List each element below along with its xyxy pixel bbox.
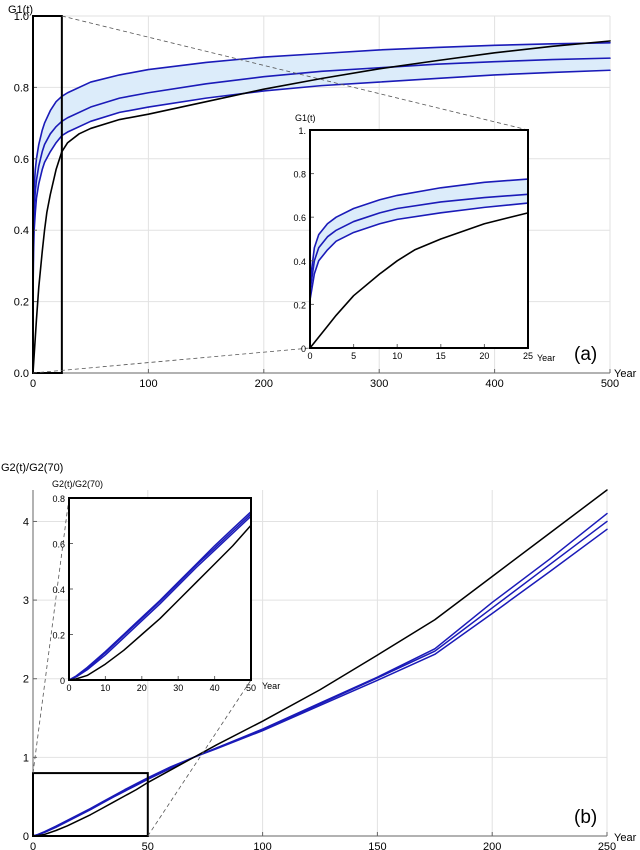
- panel-a-x-tick-label: 300: [370, 378, 388, 390]
- panel-b-x-tick-label: 0: [30, 841, 36, 850]
- panel-a-x-tick-label: 100: [139, 378, 157, 390]
- panel-a-y-tick-label: 1.0: [14, 11, 29, 23]
- panel-a-inset-x-tick-label: 25: [523, 351, 533, 361]
- panel-a-band-fill: [33, 42, 610, 295]
- panel-a-x-tick-label: 400: [485, 378, 503, 390]
- panel-a-inset-x-tick-label: 0: [307, 351, 312, 361]
- panel-b-inset-line-lower: [68, 515, 252, 681]
- panel-a-inset-y-tick-label: 0.6: [293, 213, 306, 223]
- panel-a-inset-confidence-band: [310, 179, 528, 301]
- panel-a-inset-x-tick-label: 10: [392, 351, 402, 361]
- panel-a-label: (a): [574, 344, 597, 365]
- panel-b-inset-y-tick-label: 0.8: [52, 494, 65, 504]
- panel-b-inset-x-tick-label: 40: [210, 683, 220, 693]
- panel-a-inset-y-tick-label: 0: [301, 344, 306, 354]
- panel-b-zoom-connector: [32, 497, 70, 774]
- panel-b-inset-series: [68, 510, 252, 681]
- panel-b-y-axis-title: G2(t)/G2(70): [1, 462, 63, 474]
- panel-b-x-tick-label: 200: [483, 841, 501, 850]
- panel-b-inset-y-axis-title: G2(t)/G2(70): [52, 479, 103, 489]
- panel-a-inset-line-middle: [309, 193, 529, 293]
- panel-b-x-tick-label: 100: [253, 841, 271, 850]
- panel-a-x-tick-label: 0: [30, 378, 36, 390]
- panel-a-zoom-connector: [32, 347, 311, 374]
- panel-a-y-tick-label: 0.4: [14, 225, 29, 237]
- panel-b-x-tick-label: 50: [142, 841, 154, 850]
- panel-a-x-axis-title: Year: [614, 368, 637, 380]
- panel-b-x-tick-label: 250: [598, 841, 616, 850]
- panel-a-inset-y-tick-label: 1.: [298, 126, 306, 136]
- panel-b-inset-y-tick-label: 0.6: [52, 540, 65, 550]
- panel-b-x-axis-title: Year: [614, 832, 637, 844]
- panel-a-series: [32, 40, 611, 374]
- panel-b-inset-x-tick-label: 30: [173, 683, 183, 693]
- panel-b-inset-frame: [68, 497, 252, 681]
- panel-b-line-black: [32, 489, 608, 837]
- panel-b-inset-x-tick-label: 10: [100, 683, 110, 693]
- panel-b-zoom-connector: [147, 679, 252, 837]
- panel-a-y-tick-label: 0.0: [14, 368, 29, 380]
- panel-a-inset-x-axis-title: Year: [537, 353, 555, 363]
- panel-a-zoom-box: [32, 15, 529, 374]
- panel-b-y-tick-label: 1: [23, 752, 29, 764]
- panel-b-zoom-rectangle: [32, 772, 149, 837]
- panel-a-confidence-band: [33, 42, 610, 295]
- panel-a-inset-band-fill: [310, 179, 528, 301]
- panel-b-series: [32, 489, 608, 837]
- panel-a-inset-series: [309, 178, 529, 349]
- panel-a-zoom-connector: [61, 15, 529, 131]
- panel-b-line-lower: [32, 528, 608, 837]
- panel-b-inset-x-tick-label: 0: [66, 683, 71, 693]
- panel-b-inset: 0 10 20 30 40 50 0 0.2 0.4 0.6 0.8 G2(t)/G2(70) Ye…: [52, 479, 280, 693]
- panel-a-inset: 0 5 10 15 20 25 0 0.2 0.4 0.6 0.8 1. G1(t) Year: [293, 113, 555, 363]
- panel-b-y-tick-label: 0: [23, 831, 29, 843]
- panel-b-x-tick-label: 150: [368, 841, 386, 850]
- panel-b-inset-y-tick-label: 0.4: [52, 585, 65, 595]
- panel-a-inset-y-axis-title: G1(t): [295, 113, 316, 123]
- panel-a-inset-x-tick-label: 20: [479, 351, 489, 361]
- panel-b-inset-x-axis-title: Year: [262, 681, 280, 691]
- panel-a-line-band-lower: [32, 69, 611, 296]
- panel-a-zoom-rectangle: [32, 15, 63, 374]
- panel-b-inset-line-black: [68, 524, 252, 681]
- panel-a-y-tick-label: 0.8: [14, 82, 29, 94]
- panel-b-label: (b): [574, 807, 597, 828]
- panel-a-inset-line-band-upper: [309, 178, 529, 284]
- panel-b-inset-x-tick-label: 50: [246, 683, 256, 693]
- panel-a-inset-y-tick-label: 0.8: [293, 170, 306, 180]
- panel-a-inset-x-tick-label: 5: [351, 351, 356, 361]
- panel-a-inset-y-tick-label: 0.2: [293, 300, 306, 310]
- panel-a-line-black: [32, 40, 611, 374]
- panel-a-x-tick-label: 500: [601, 378, 619, 390]
- panel-a-inset-y-tick-label: 0.4: [293, 257, 306, 267]
- panel-a-inset-frame: [309, 129, 529, 349]
- panel-a-inset-line-black: [309, 212, 529, 349]
- panel-b-y-tick-label: 3: [23, 595, 29, 607]
- panel-a-y-tick-label: 0.2: [14, 297, 29, 309]
- panel-a-y-axis-title: G1(t): [8, 4, 33, 16]
- panel-b-y-tick-label: 2: [23, 674, 29, 686]
- panel-b-inset-y-tick-label: 0.2: [52, 631, 65, 641]
- panel-a-inset-background: [310, 130, 528, 348]
- panel-b-inset-line-upper: [68, 510, 252, 681]
- panel-b-inset-background: [69, 498, 251, 680]
- panel-b-inset-line-middle: [68, 513, 252, 681]
- panel-a-inset-x-tick-label: 15: [436, 351, 446, 361]
- panel-a-y-tick-label: 0.6: [14, 154, 29, 166]
- panel-b-y-tick-label: 4: [23, 516, 29, 528]
- panel-a-line-band-upper: [32, 41, 611, 267]
- panel-a-inset-line-band-lower: [309, 202, 529, 301]
- panel-a-x-tick-label: 200: [255, 378, 273, 390]
- panel-b-inset-y-tick-label: 0: [60, 676, 65, 686]
- panel-b-inset-x-tick-label: 20: [137, 683, 147, 693]
- panel-b-zoom-box: [32, 497, 252, 837]
